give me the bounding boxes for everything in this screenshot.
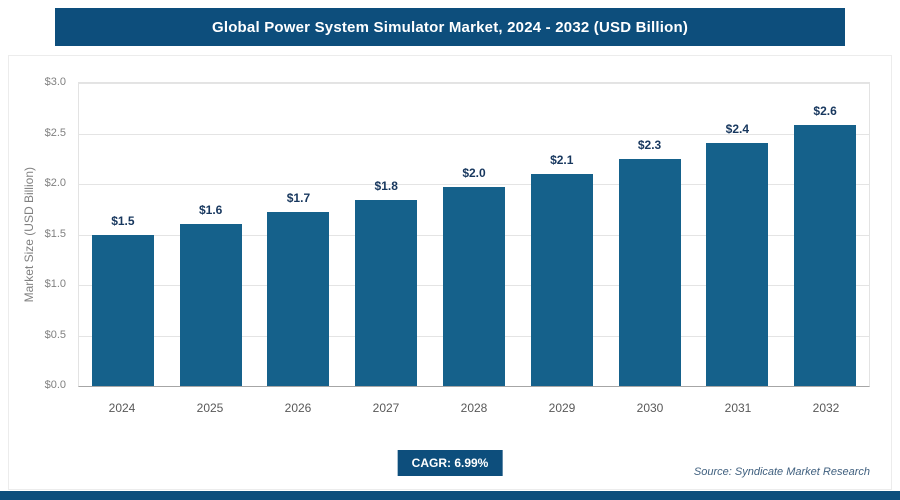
y-tick-label: $3.0 bbox=[44, 76, 66, 88]
bar bbox=[355, 200, 418, 386]
bar bbox=[706, 142, 769, 386]
y-tick-label: $0.5 bbox=[44, 328, 66, 341]
gridline bbox=[79, 133, 869, 135]
plot-area: $1.5 $1.6 $1.7 $1.8 $2.0 $2.1 $2.3 $2.4 $2.6 bbox=[78, 82, 870, 387]
bar-value-label: $2.1 bbox=[550, 152, 574, 167]
bar bbox=[443, 187, 505, 386]
chart-area: Market Size (USD Billion) $0.0 $0.5 $1.0 $1… bbox=[20, 60, 880, 435]
bottom-accent-bar bbox=[0, 491, 900, 500]
y-tick-label: $2.5 bbox=[44, 126, 66, 139]
y-tick-label: $1.5 bbox=[44, 227, 66, 240]
source-text: Source: Syndicate Market Research bbox=[693, 466, 870, 478]
x-tick-label: 2026 bbox=[284, 401, 312, 415]
x-tick-label: 2031 bbox=[724, 401, 752, 415]
y-tick-label: $2.0 bbox=[44, 177, 66, 189]
bar-value-label: $2.0 bbox=[462, 166, 486, 181]
x-tick-label: 2025 bbox=[196, 401, 224, 415]
bar-value-label: $2.4 bbox=[725, 121, 750, 136]
bar bbox=[91, 234, 154, 386]
bar-value-label: $1.7 bbox=[286, 191, 311, 206]
y-tick-labels: $0.0 $0.5 $1.0 $1.5 $2.0 $2.5 $3.0 bbox=[20, 76, 72, 391]
bar bbox=[530, 173, 593, 386]
y-tick-label: $0.0 bbox=[44, 379, 66, 391]
chart-title-bar: Global Power System Simulator Market, 20… bbox=[55, 8, 845, 46]
x-tick-label: 2029 bbox=[548, 401, 576, 415]
bar bbox=[794, 125, 857, 386]
cagr-badge: CAGR: 6.99% bbox=[397, 450, 503, 476]
bar bbox=[179, 224, 242, 386]
bar-value-label: $1.8 bbox=[374, 179, 398, 194]
x-tick-label: 2024 bbox=[108, 401, 136, 415]
bar-value-label: $2.6 bbox=[813, 104, 837, 119]
x-tick-label: 2032 bbox=[812, 401, 840, 415]
bar bbox=[267, 212, 330, 386]
chart-title: Global Power System Simulator Market, 20… bbox=[211, 18, 689, 36]
bar-value-label: $1.5 bbox=[111, 213, 135, 228]
bar-value-label: $2.3 bbox=[637, 137, 662, 152]
bar-value-label: $1.6 bbox=[198, 203, 223, 218]
x-tick-label: 2027 bbox=[372, 401, 400, 415]
x-tick-labels: 2024 2025 2026 2027 2028 2029 2030 2031 2032 bbox=[78, 397, 870, 419]
x-tick-label: 2030 bbox=[636, 401, 664, 415]
y-tick-label: $1.0 bbox=[44, 278, 66, 290]
bar bbox=[618, 158, 681, 386]
gridline bbox=[79, 184, 869, 185]
x-tick-label: 2028 bbox=[460, 401, 488, 415]
gridline bbox=[79, 83, 869, 84]
